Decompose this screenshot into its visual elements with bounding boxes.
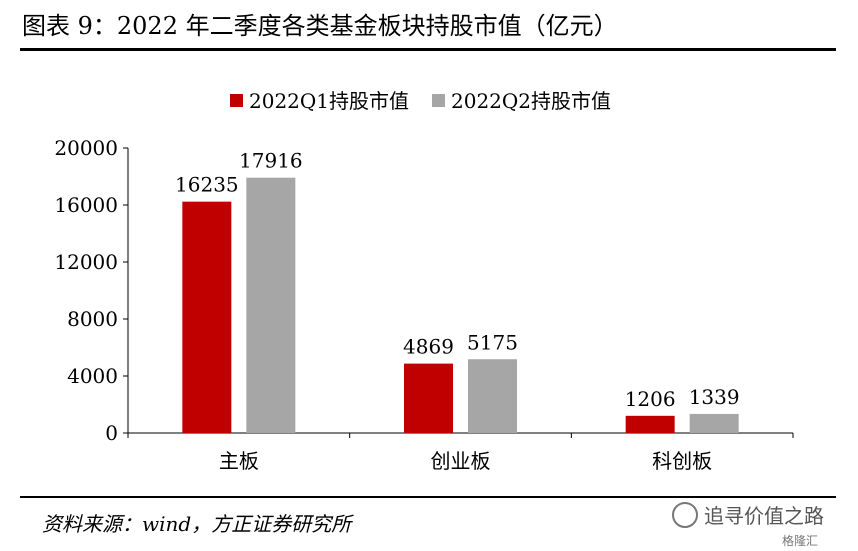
source-rule (20, 496, 836, 498)
y-tick-label: 4000 (67, 364, 118, 388)
x-tick-label: 科创板 (652, 449, 712, 473)
wechat-icon (672, 502, 698, 528)
bar (182, 201, 232, 433)
bar (689, 413, 739, 433)
data-label: 4869 (403, 335, 454, 359)
y-tick-label: 16000 (54, 193, 118, 217)
chart-title: 图表 9：2022 年二季度各类基金板块持股市值（亿元） (22, 12, 618, 40)
data-label: 1206 (625, 387, 676, 411)
y-tick-label: 8000 (67, 307, 118, 331)
legend-label: 2022Q2持股市值 (451, 89, 611, 113)
x-tick-label: 创业板 (431, 449, 491, 473)
data-label: 17916 (239, 149, 303, 173)
title-rule (20, 48, 836, 51)
data-label: 1339 (689, 385, 740, 409)
bar (625, 415, 675, 433)
bar (246, 177, 296, 433)
x-tick-label: 主板 (219, 449, 259, 473)
y-tick-label: 20000 (54, 136, 118, 160)
brand-mark: 格隆汇 (782, 534, 819, 548)
bar (468, 359, 517, 433)
data-label: 5175 (467, 330, 518, 354)
data-label: 16235 (175, 173, 239, 197)
watermark-text: 追寻价值之路 (704, 504, 824, 528)
legend-swatch (230, 94, 243, 107)
legend-label: 2022Q1持股市值 (249, 89, 409, 113)
watermark: 追寻价值之路 (672, 500, 824, 529)
source-note: 资料来源：wind，方正证券研究所 (42, 512, 352, 536)
legend-swatch (432, 94, 445, 107)
y-tick-label: 12000 (54, 250, 118, 274)
bar (404, 363, 453, 433)
y-tick-label: 0 (105, 421, 118, 445)
